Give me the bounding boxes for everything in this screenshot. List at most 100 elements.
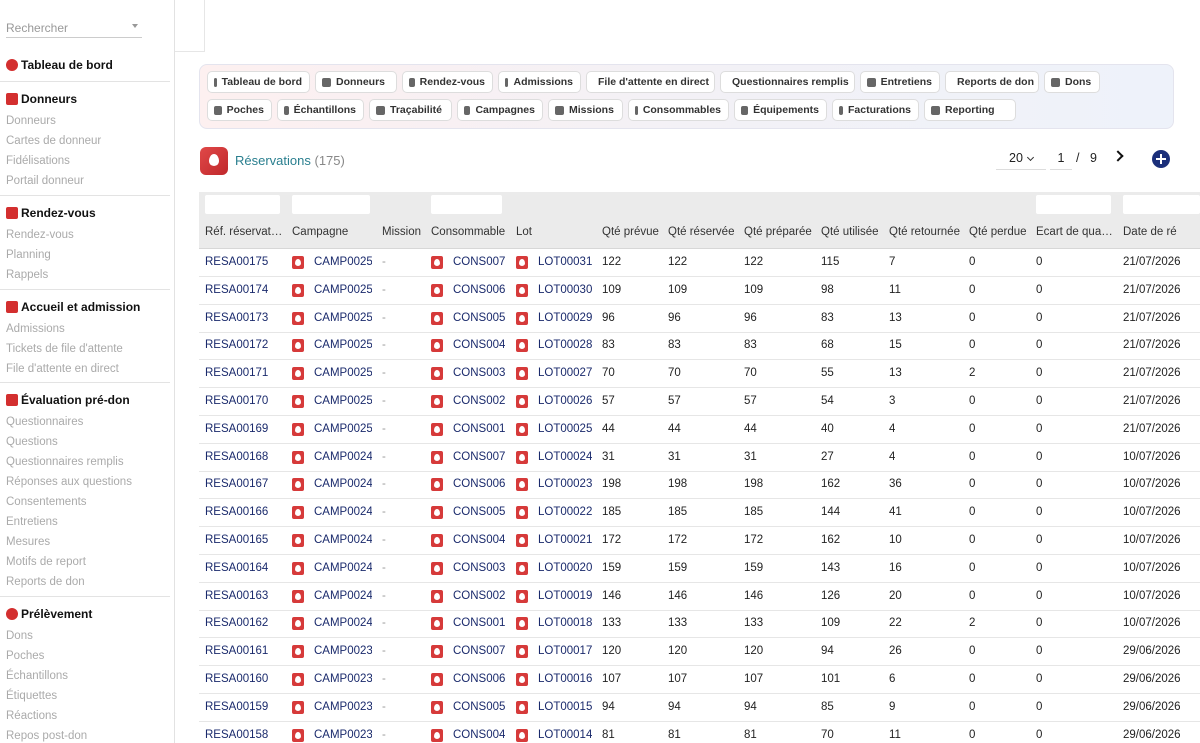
column-filter-input[interactable] — [205, 195, 280, 214]
sidebar-section-title[interactable]: Rendez-vous — [0, 204, 170, 222]
table-cell-link[interactable]: CONS003 — [453, 561, 506, 574]
nav-pill-campagnes[interactable]: Campagnes — [457, 99, 543, 121]
table-cell-link[interactable]: LOT00027 — [538, 367, 593, 380]
nav-pill-missions[interactable]: Missions — [548, 99, 623, 121]
next-page-icon[interactable] — [1112, 150, 1124, 162]
table-cell-link[interactable]: LOT00014 — [538, 728, 593, 741]
sidebar-item[interactable]: Tickets de file d'attente — [6, 343, 123, 355]
table-cell-link[interactable]: RESA00164 — [205, 561, 269, 574]
table-cell-link[interactable]: CAMP0025 — [314, 283, 372, 296]
table-cell-link[interactable]: RESA00175 — [205, 256, 269, 268]
column-header[interactable]: Qté réservée — [668, 226, 735, 238]
nav-pill-consommables[interactable]: Consommables — [628, 99, 729, 121]
table-row[interactable]: RESA00175 CAMP0025- CONS007 LOT00031 122 122 1… — [199, 249, 1200, 277]
nav-pill-équipements[interactable]: Équipements — [734, 99, 827, 121]
table-row[interactable]: RESA00164 CAMP0024- CONS003 LOT00020 159 159 1… — [199, 555, 1200, 583]
table-cell-link[interactable]: CONS005 — [453, 700, 506, 713]
column-filter-input[interactable] — [1036, 195, 1111, 214]
nav-pill-reporting[interactable]: Reporting — [924, 99, 1016, 121]
table-cell-link[interactable]: RESA00159 — [205, 700, 269, 713]
table-cell-link[interactable]: CONS001 — [453, 617, 506, 630]
table-cell-link[interactable]: RESA00170 — [205, 395, 269, 407]
sidebar-section-title[interactable]: Prélèvement — [0, 605, 170, 623]
table-cell-link[interactable]: CAMP0023 — [314, 645, 372, 658]
table-cell-link[interactable]: LOT00031 — [538, 256, 593, 268]
table-cell-link[interactable]: LOT00015 — [538, 700, 593, 713]
table-cell-link[interactable]: CONS007 — [453, 645, 506, 658]
table-cell-link[interactable]: CAMP0023 — [314, 673, 372, 685]
sidebar-item[interactable]: Reports de don — [6, 576, 85, 588]
column-filter-input[interactable] — [292, 195, 370, 214]
table-cell-link[interactable]: CAMP0025 — [314, 422, 372, 435]
column-header[interactable]: Mission — [382, 226, 421, 238]
sidebar-item[interactable]: Réactions — [6, 710, 58, 722]
table-row[interactable]: RESA00162 CAMP0024- CONS001 LOT00018 133 133 1… — [199, 610, 1200, 639]
nav-pill-rendez-vous[interactable]: Rendez-vous — [402, 71, 493, 93]
table-cell-link[interactable]: RESA00168 — [205, 450, 269, 463]
column-filter-input[interactable] — [431, 195, 502, 214]
table-cell-link[interactable]: RESA00172 — [205, 339, 269, 352]
column-header[interactable]: Campagne — [292, 226, 349, 238]
table-cell-link[interactable]: CAMP0024 — [314, 478, 372, 491]
sidebar-item[interactable]: Donneurs — [6, 115, 56, 127]
nav-pill-admissions[interactable]: Admissions — [498, 71, 581, 93]
table-row[interactable]: RESA00169 CAMP0025- CONS001 LOT00025 44 44 44 4… — [199, 416, 1200, 444]
sidebar-item[interactable]: File d'attente en direct — [6, 363, 119, 375]
table-row[interactable]: RESA00167 CAMP0024- CONS006 LOT00023 198 198 1… — [199, 471, 1200, 500]
column-header[interactable]: Qté retournée — [889, 226, 960, 238]
table-cell-link[interactable]: CONS007 — [453, 450, 506, 463]
sidebar-item[interactable]: Portail donneur — [6, 175, 84, 187]
table-row[interactable]: RESA00170 CAMP0025- CONS002 LOT00026 57 57 57 5… — [199, 388, 1200, 416]
table-cell-link[interactable]: CONS003 — [453, 367, 506, 380]
sidebar-item[interactable]: Rendez-vous — [6, 229, 74, 241]
table-cell-link[interactable]: LOT00025 — [538, 422, 593, 435]
table-cell-link[interactable]: LOT00022 — [538, 506, 593, 519]
table-cell-link[interactable]: CONS001 — [453, 422, 506, 435]
search-input[interactable]: Rechercher — [6, 18, 142, 38]
sidebar-section-title[interactable]: Tableau de bord — [0, 56, 170, 74]
table-row[interactable]: RESA00173 CAMP0025- CONS005 LOT00029 96 96 96 8… — [199, 305, 1200, 333]
table-cell-link[interactable]: CONS004 — [453, 728, 506, 741]
table-cell-link[interactable]: CAMP0024 — [314, 589, 372, 602]
table-row[interactable]: RESA00166 CAMP0024- CONS005 LOT00022 185 185 1… — [199, 499, 1200, 528]
table-cell-link[interactable]: CAMP0024 — [314, 450, 372, 463]
nav-pill-facturations[interactable]: Facturations — [832, 99, 919, 121]
table-cell-link[interactable]: RESA00174 — [205, 283, 269, 296]
column-header[interactable]: Qté préparée — [744, 226, 812, 238]
sidebar-item[interactable]: Consentements — [6, 496, 87, 508]
sidebar-item[interactable]: Entretiens — [6, 516, 58, 528]
nav-pill-échantillons[interactable]: Échantillons — [277, 99, 364, 121]
page-size-select[interactable]: 20 — [996, 148, 1046, 170]
table-cell-link[interactable]: CONS004 — [453, 534, 506, 546]
table-cell-link[interactable]: LOT00021 — [538, 534, 593, 546]
table-cell-link[interactable]: RESA00167 — [205, 478, 269, 491]
table-cell-link[interactable]: CONS004 — [453, 339, 506, 352]
sidebar-item[interactable]: Mesures — [6, 536, 51, 548]
sidebar-item[interactable]: Planning — [6, 249, 51, 261]
table-cell-link[interactable]: CAMP0023 — [314, 728, 372, 741]
sidebar-item[interactable]: Questionnaires remplis — [6, 456, 124, 468]
column-header[interactable]: Qté perdue — [969, 226, 1027, 238]
table-cell-link[interactable]: CONS002 — [453, 589, 506, 602]
sidebar-item[interactable]: Questions — [6, 436, 58, 448]
table-cell-link[interactable]: RESA00169 — [205, 422, 269, 435]
sidebar-item[interactable]: Étiquettes — [6, 690, 58, 702]
table-cell-link[interactable]: CONS005 — [453, 506, 506, 519]
table-cell-link[interactable]: RESA00163 — [205, 589, 269, 602]
table-cell-link[interactable]: CONS006 — [453, 673, 506, 685]
table-cell-link[interactable]: RESA00165 — [205, 534, 269, 546]
chevron-down-icon[interactable] — [132, 24, 138, 28]
sidebar-item[interactable]: Cartes de donneur — [6, 135, 102, 147]
table-row[interactable]: RESA00160 CAMP0023- CONS006 LOT00016 107 107 1… — [199, 666, 1200, 694]
sidebar-item[interactable]: Repos post-don — [6, 730, 88, 742]
table-cell-link[interactable]: RESA00173 — [205, 311, 269, 324]
column-filter-input[interactable] — [1123, 195, 1200, 214]
sidebar-item[interactable]: Dons — [6, 630, 33, 642]
column-header[interactable]: Réf. réservat… — [205, 226, 283, 238]
sidebar-item[interactable]: Rappels — [6, 269, 49, 281]
table-cell-link[interactable]: LOT00019 — [538, 589, 593, 602]
column-header[interactable]: Date de ré — [1123, 226, 1177, 238]
table-cell-link[interactable]: CONS006 — [453, 283, 506, 296]
nav-pill-donneurs[interactable]: Donneurs — [315, 71, 397, 93]
table-cell-link[interactable]: LOT00028 — [538, 339, 593, 352]
